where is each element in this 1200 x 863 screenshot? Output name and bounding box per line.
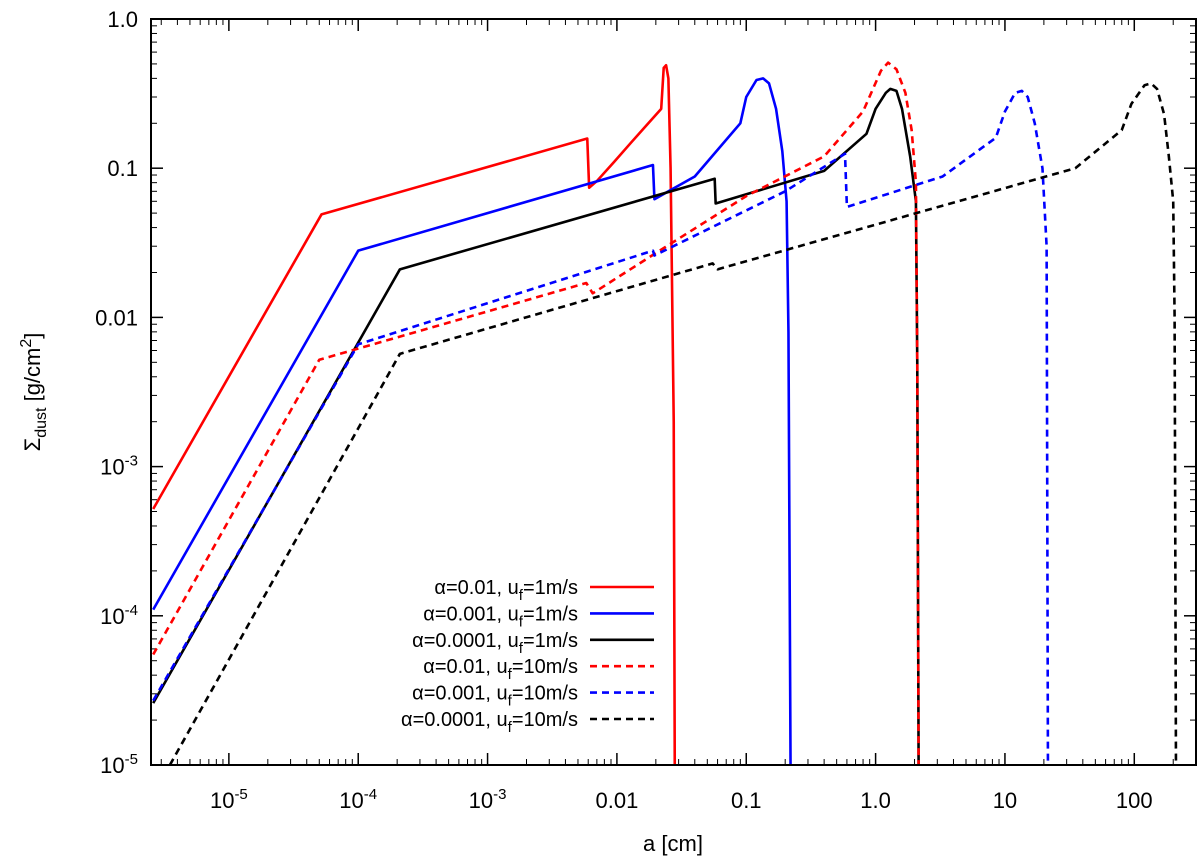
series-lines bbox=[152, 61, 1178, 765]
x-tick-label-base: 10 bbox=[210, 788, 234, 813]
legend-label-post: =10m/s bbox=[512, 709, 578, 731]
x-tick-label-base: 0.1 bbox=[731, 788, 762, 813]
y-tick-label: 10-4 bbox=[100, 602, 138, 629]
y-tick-label: 0.01 bbox=[95, 305, 138, 330]
legend-label-post: =1m/s bbox=[523, 630, 578, 652]
legend-label: α=0.001, uf=1m/s bbox=[423, 603, 578, 630]
x-tick-label-base: 100 bbox=[1116, 788, 1153, 813]
x-axis-label: a [cm] bbox=[643, 831, 703, 856]
legend-item: α=0.01, uf=1m/s bbox=[434, 577, 654, 604]
y-axis-label-base: Σ bbox=[20, 438, 45, 452]
y-tick-label-base: 10 bbox=[100, 753, 124, 778]
legend-label-sub: f bbox=[519, 613, 524, 630]
y-tick-label-base: 0.1 bbox=[107, 156, 138, 181]
y-axis-label-mid: [g/cm bbox=[20, 348, 45, 408]
x-tick-label-base: 10 bbox=[339, 788, 363, 813]
legend-label-post: =10m/s bbox=[512, 656, 578, 678]
y-axis-label-end: ] bbox=[20, 333, 45, 339]
series-line-1 bbox=[152, 63, 677, 765]
legend-label-sub: f bbox=[519, 640, 524, 657]
y-axis-label: Σdust [g/cm2] bbox=[18, 333, 50, 452]
legend-label-pre: α=0.0001, u bbox=[412, 630, 519, 652]
y-tick-label: 10-3 bbox=[100, 453, 138, 480]
x-tick-label: 10 bbox=[993, 788, 1017, 813]
legend-label-pre: α=0.01, u bbox=[434, 577, 518, 599]
legend-item: α=0.0001, uf=1m/s bbox=[412, 630, 654, 657]
y-tick-label-base: 10 bbox=[100, 455, 124, 480]
legend-item: α=0.01, uf=10m/s bbox=[423, 656, 654, 683]
y-tick-label-base: 1.0 bbox=[107, 7, 138, 32]
x-tick-label: 10-3 bbox=[469, 786, 507, 813]
legend-label: α=0.001, uf=10m/s bbox=[412, 683, 578, 710]
x-tick-label: 1.0 bbox=[860, 788, 891, 813]
legend-label-pre: α=0.0001, u bbox=[401, 709, 508, 731]
y-tick-label: 10-5 bbox=[100, 751, 138, 778]
y-tick-label-exp: -4 bbox=[125, 602, 138, 619]
legend-label: α=0.0001, uf=10m/s bbox=[401, 709, 578, 736]
x-tick-label-base: 10 bbox=[993, 788, 1017, 813]
legend-label-sub: f bbox=[508, 719, 513, 736]
legend-label-post: =10m/s bbox=[512, 683, 578, 705]
x-tick-label-exp: -4 bbox=[364, 786, 377, 803]
series-line-6 bbox=[168, 82, 1178, 765]
y-tick-label-exp: -3 bbox=[125, 453, 138, 470]
y-tick-label: 0.1 bbox=[107, 156, 138, 181]
x-tick-label-base: 10 bbox=[469, 788, 493, 813]
legend: α=0.01, uf=1m/sα=0.001, uf=1m/sα=0.0001,… bbox=[401, 577, 654, 736]
legend-label-sub: f bbox=[508, 693, 513, 710]
x-tick-label-exp: -3 bbox=[493, 786, 506, 803]
x-tick-label: 0.1 bbox=[731, 788, 762, 813]
y-tick-label-base: 0.01 bbox=[95, 305, 138, 330]
legend-label-post: =1m/s bbox=[523, 603, 578, 625]
x-tick-label: 10-4 bbox=[339, 786, 377, 813]
x-tick-label: 10-5 bbox=[210, 786, 248, 813]
x-tick-label-base: 1.0 bbox=[860, 788, 891, 813]
plot-frame bbox=[150, 18, 1197, 766]
legend-label-post: =1m/s bbox=[523, 577, 578, 599]
x-tick-label: 0.01 bbox=[595, 788, 638, 813]
legend-label: α=0.0001, uf=1m/s bbox=[412, 630, 578, 657]
x-tick-label-exp: -5 bbox=[234, 786, 247, 803]
series-line-3 bbox=[152, 87, 920, 765]
legend-item: α=0.0001, uf=10m/s bbox=[401, 709, 654, 736]
legend-label: α=0.01, uf=1m/s bbox=[434, 577, 578, 604]
legend-item: α=0.001, uf=10m/s bbox=[412, 683, 654, 710]
legend-label: α=0.01, uf=10m/s bbox=[423, 656, 578, 683]
x-tick-label-base: 0.01 bbox=[595, 788, 638, 813]
x-tick-label: 100 bbox=[1116, 788, 1153, 813]
legend-label-pre: α=0.001, u bbox=[423, 603, 519, 625]
legend-label-pre: α=0.001, u bbox=[412, 683, 508, 705]
series-line-2 bbox=[152, 77, 792, 765]
legend-item: α=0.001, uf=1m/s bbox=[423, 603, 654, 630]
series-line-5 bbox=[152, 89, 1050, 765]
legend-label-pre: α=0.01, u bbox=[423, 656, 507, 678]
y-axis-label-sup: 2 bbox=[18, 339, 35, 348]
legend-label-sub: f bbox=[519, 587, 524, 604]
legend-label-sub: f bbox=[508, 666, 513, 683]
y-tick-label: 1.0 bbox=[107, 7, 138, 32]
y-axis-label-sub: dust bbox=[33, 407, 50, 438]
y-tick-label-exp: -5 bbox=[125, 751, 138, 768]
x-tick-labels: 10-5 10-4 10-3 0.01 0.1 1.0 10 100 bbox=[210, 786, 1153, 813]
y-tick-label-base: 10 bbox=[100, 604, 124, 629]
